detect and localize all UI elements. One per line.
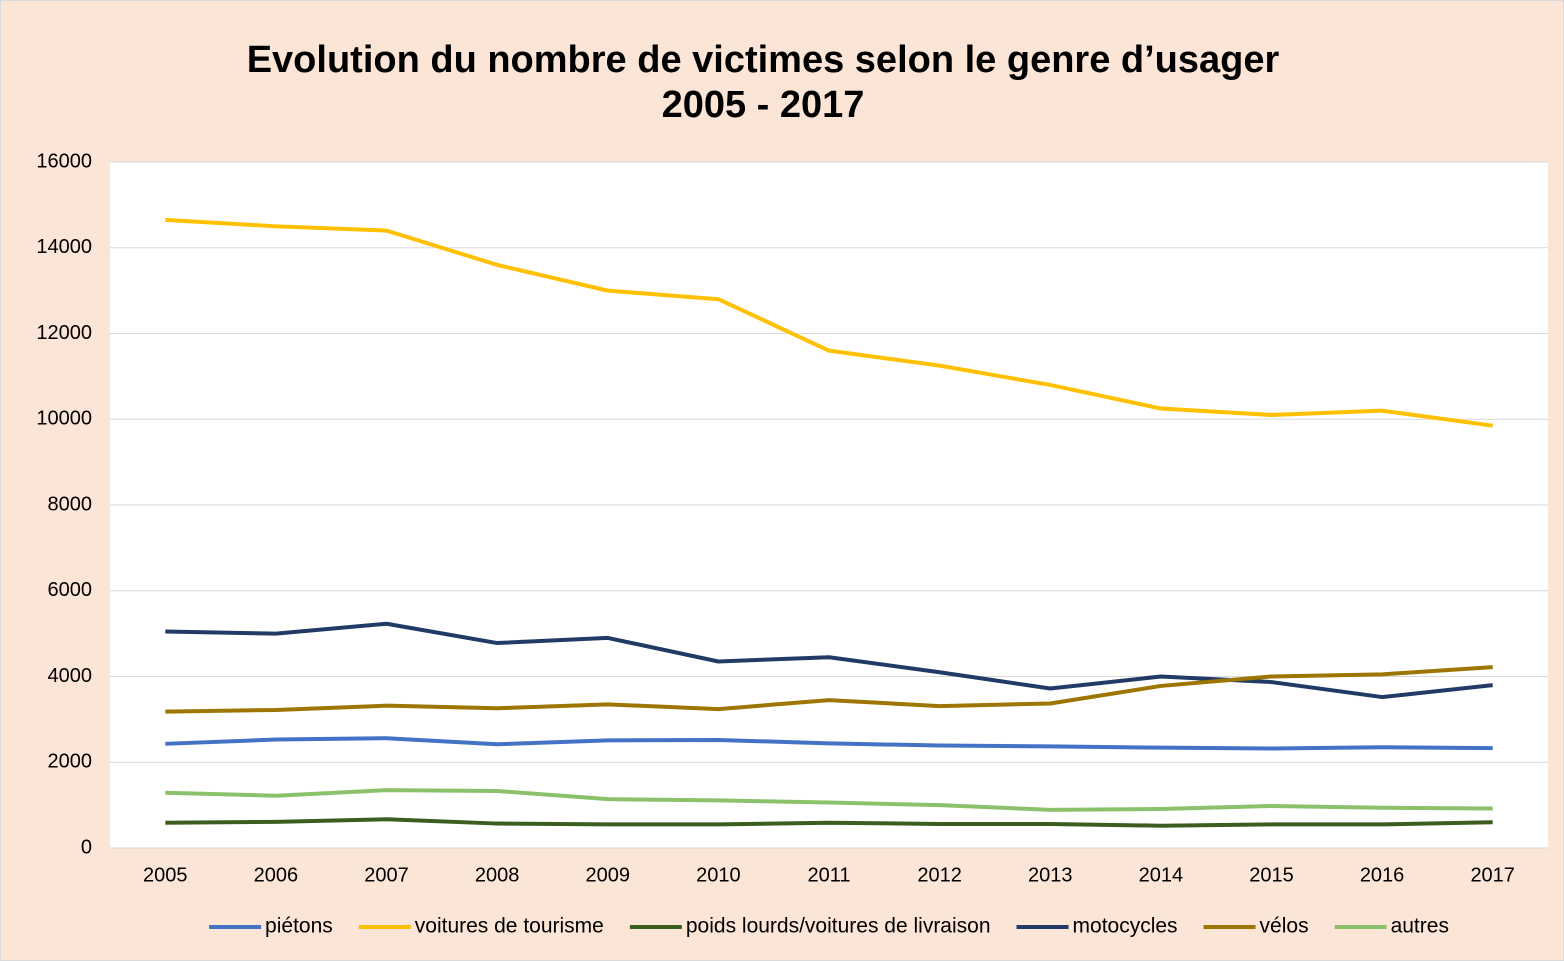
y-tick-label: 16000 [36,150,92,172]
x-tick-label: 2013 [1028,864,1073,886]
x-tick-label: 2010 [696,864,741,886]
x-tick-label: 2017 [1470,864,1515,886]
y-tick-label: 0 [81,836,92,858]
series-line [165,665,1493,714]
x-tick-label: 2012 [917,864,962,886]
x-tick-label: 2015 [1249,864,1294,886]
legend-label: motocycles [1073,915,1178,938]
series-line [165,736,1493,751]
x-tick-label: 2016 [1360,864,1405,886]
y-tick-label: 12000 [36,322,92,344]
chart-title: Evolution du nombre de victimes selon le… [247,39,1280,81]
x-tick-label: 2009 [586,864,631,886]
y-tick-label: 4000 [48,665,93,687]
legend-label: autres [1391,915,1449,938]
legend-label: voitures de tourisme [415,915,604,938]
chart-subtitle: 2005 - 2017 [662,84,865,126]
x-tick-label: 2007 [364,864,409,886]
y-tick-label: 8000 [48,493,93,515]
series-line [165,621,1493,700]
x-tick-label: 2008 [475,864,520,886]
legend-label: vélos [1260,915,1309,938]
y-tick-label: 2000 [48,751,93,773]
x-tick-label: 2005 [143,864,188,886]
x-tick-label: 2014 [1139,864,1184,886]
x-tick-label: 2011 [807,864,850,886]
series-line [165,817,1493,828]
legend-label: poids lourds/voitures de livraison [686,915,991,938]
x-tick-label: 2006 [254,864,299,886]
y-tick-label: 6000 [48,579,93,601]
y-tick-label: 10000 [36,408,92,430]
series-line [165,788,1493,812]
y-tick-label: 14000 [36,236,92,258]
legend-label: piétons [265,915,333,938]
series-line [165,217,1493,428]
